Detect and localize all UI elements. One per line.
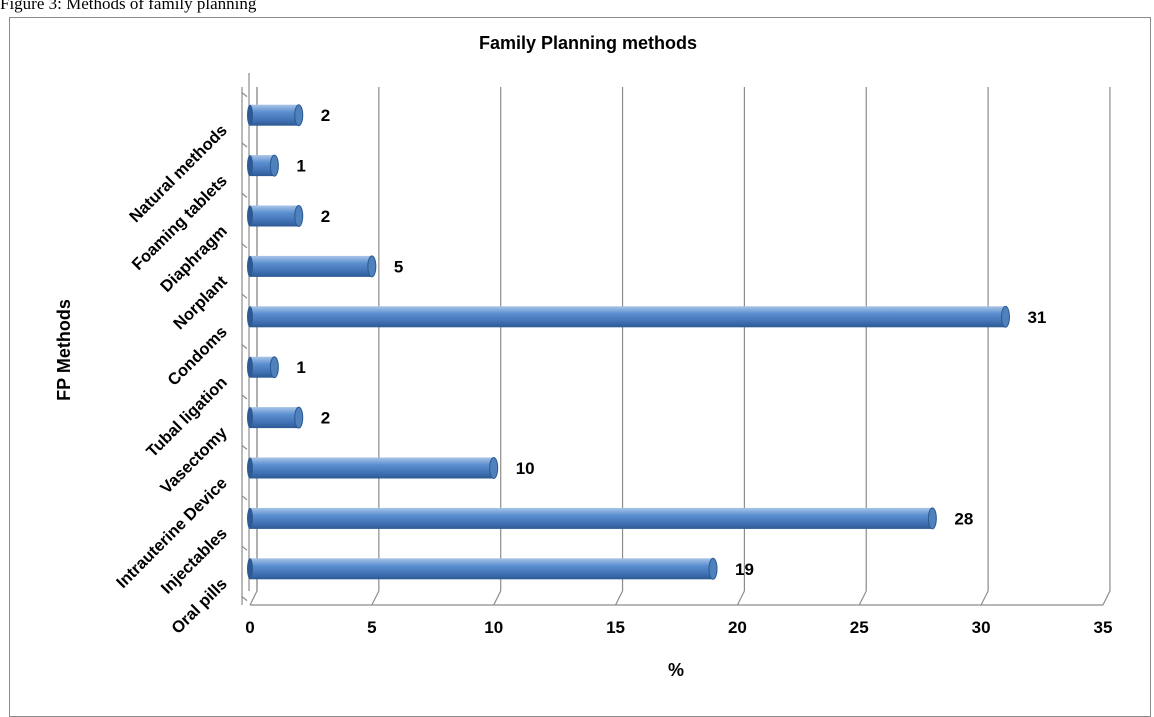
bar-end-cap	[269, 356, 279, 379]
y-tick	[241, 92, 248, 98]
x-tick-label: 15	[606, 618, 625, 637]
floor-gridline	[1102, 590, 1111, 606]
floor-gridline	[736, 590, 745, 606]
bar-body	[250, 255, 372, 277]
bar-body	[250, 104, 299, 126]
chart-area	[9, 17, 1151, 717]
x-tick-label: 10	[484, 618, 503, 637]
bar-left-cap	[247, 255, 253, 277]
x-tick-label: 25	[850, 618, 869, 637]
bar-end-cap	[269, 154, 279, 177]
bar	[247, 557, 718, 580]
y-tick	[241, 444, 248, 450]
floor-gridline	[980, 590, 989, 606]
floor-gridline	[249, 590, 258, 606]
bar-end-cap	[294, 406, 304, 429]
bar-body	[250, 558, 714, 580]
x-axis-label: %	[668, 660, 684, 680]
bar-left-cap	[247, 507, 253, 529]
bar-left-cap	[247, 356, 253, 378]
bar	[247, 507, 937, 530]
data-label: 10	[516, 459, 535, 478]
floor-gridline	[858, 590, 867, 606]
x-tick-label: 35	[1093, 618, 1112, 637]
figure-caption: Figure 3: Methods of family planning	[0, 0, 257, 13]
bar	[247, 406, 304, 429]
bar-end-cap	[489, 457, 499, 479]
x-tick-label: 0	[245, 618, 254, 637]
floor-gridline	[371, 590, 380, 606]
x-tick-label: 5	[367, 618, 376, 637]
bar	[247, 356, 279, 379]
data-label: 2	[321, 207, 330, 226]
bar-end-cap	[294, 104, 304, 127]
bar-body	[250, 407, 299, 429]
bar-body	[250, 457, 494, 479]
bar-body	[250, 356, 275, 378]
bars-layer	[247, 104, 1010, 580]
bar	[247, 305, 1010, 328]
bar-end-cap	[1000, 305, 1010, 328]
bar-body	[250, 155, 275, 177]
y-tick	[241, 596, 248, 602]
category-label: Foaming tablets	[129, 172, 231, 274]
chart-title: Family Planning methods	[479, 33, 697, 53]
bar	[247, 104, 304, 127]
bar-end-cap	[367, 255, 377, 278]
bar-left-cap	[247, 306, 253, 328]
bar	[247, 205, 304, 227]
bar	[247, 154, 279, 177]
y-tick	[241, 192, 248, 198]
y-tick	[241, 243, 248, 249]
y-tick	[241, 344, 248, 350]
bar-left-cap	[247, 407, 253, 429]
data-label: 28	[954, 509, 973, 528]
data-label: 2	[321, 409, 330, 428]
x-tick-label: 20	[728, 618, 747, 637]
bar	[247, 255, 377, 278]
y-tick	[241, 545, 248, 551]
bar-body	[250, 306, 1006, 328]
y-tick	[241, 495, 248, 501]
bar-left-cap	[247, 104, 253, 126]
data-label: 5	[394, 257, 403, 276]
bar-end-cap	[927, 507, 937, 530]
data-label: 2	[321, 106, 330, 125]
bar-body	[250, 507, 933, 529]
bar-left-cap	[247, 155, 253, 177]
y-axis-label: FP Methods	[54, 299, 74, 401]
y-tick	[241, 394, 248, 400]
data-label: 31	[1027, 308, 1046, 327]
bar-left-cap	[247, 558, 253, 580]
floor-gridline	[493, 590, 502, 606]
bar-left-cap	[247, 205, 253, 227]
y-tick	[241, 142, 248, 148]
bar-end-cap	[708, 557, 718, 580]
y-tick	[241, 293, 248, 299]
bar-body	[250, 205, 299, 227]
bar-end-cap	[294, 205, 304, 227]
bar	[247, 457, 499, 479]
data-label: 1	[296, 358, 305, 377]
x-tick-label: 30	[972, 618, 991, 637]
bar-left-cap	[247, 457, 253, 479]
floor-gridline	[615, 590, 624, 606]
data-label: 19	[735, 560, 754, 579]
data-label: 1	[296, 157, 305, 176]
